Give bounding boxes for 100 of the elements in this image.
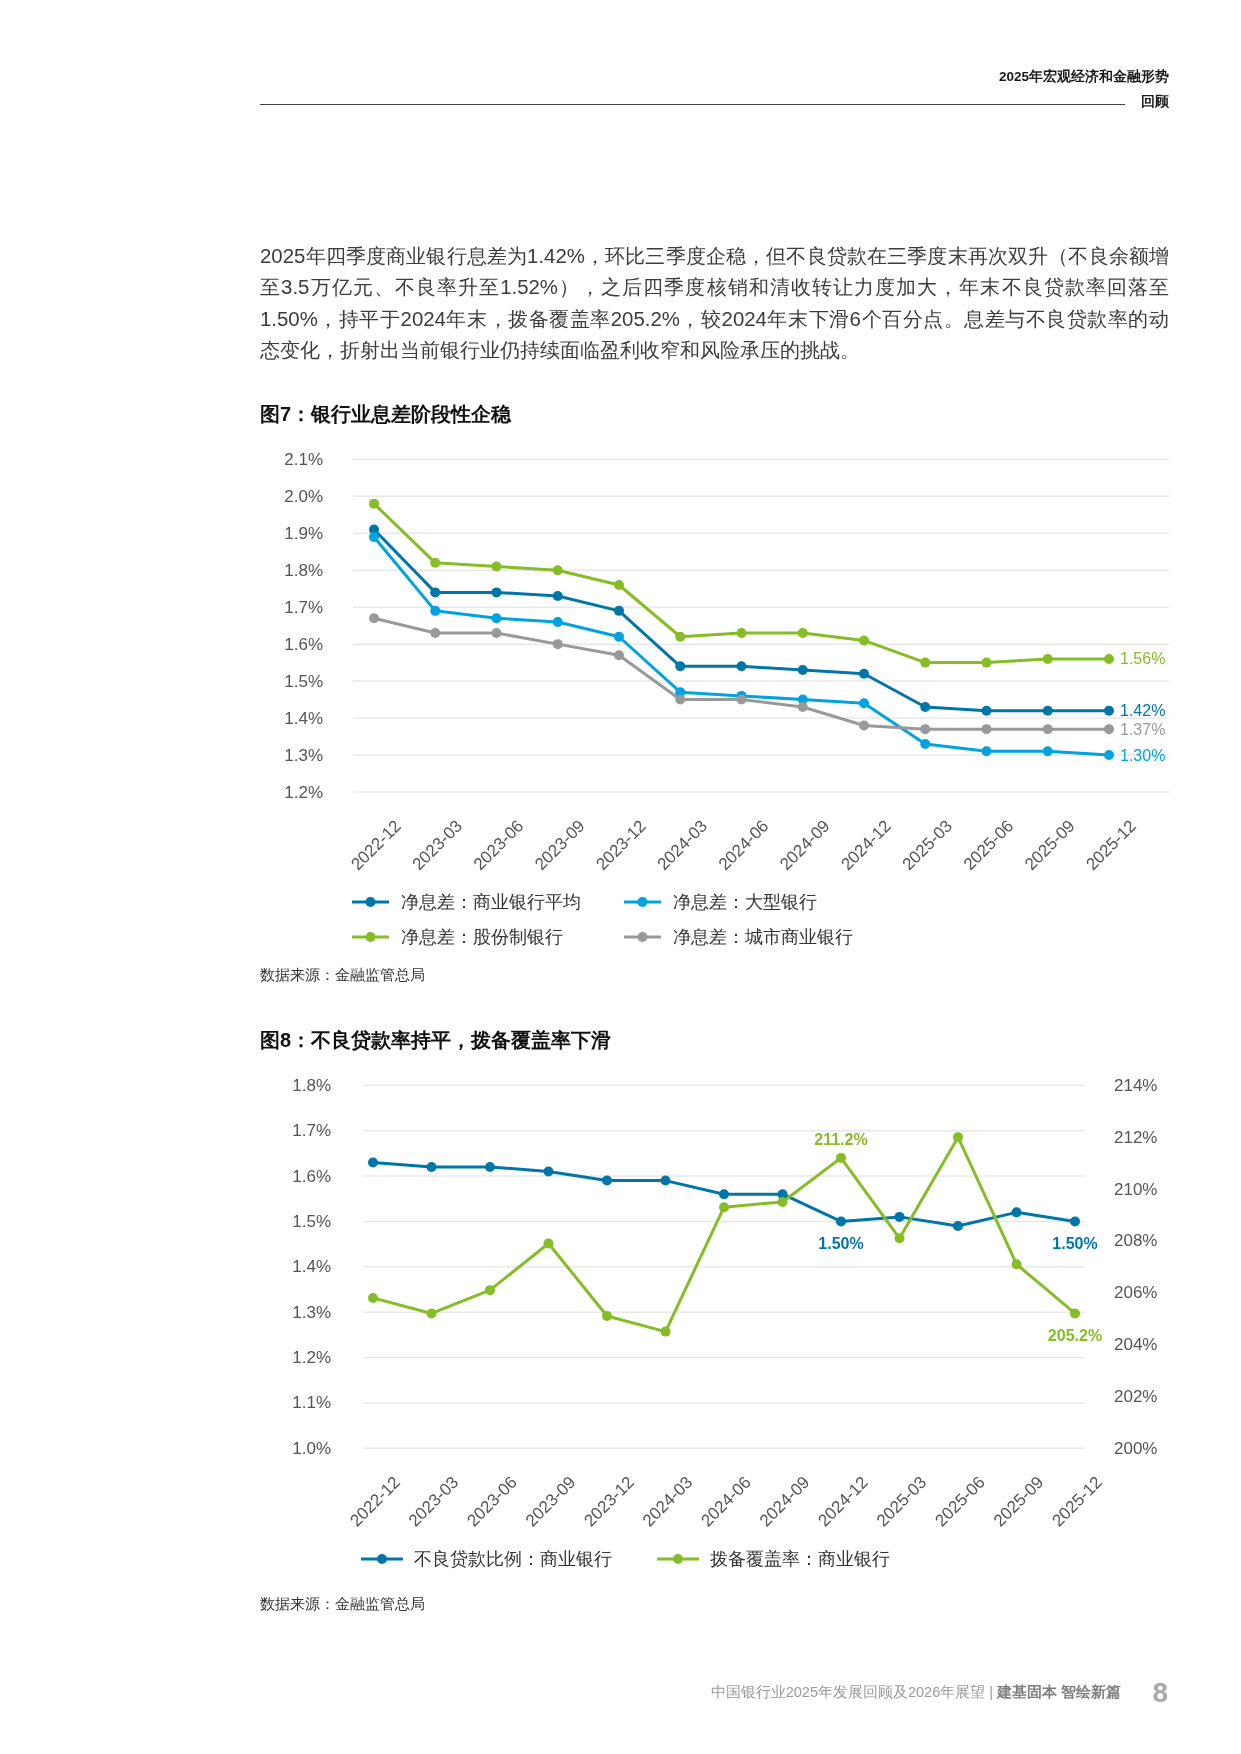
- point: [719, 1189, 729, 1200]
- point: [552, 616, 563, 627]
- point: [1042, 746, 1053, 757]
- point: [552, 591, 563, 602]
- legend-label: 拨备覆盖率：商业银行: [710, 1549, 890, 1569]
- data-label: 1.42%: [1120, 702, 1166, 720]
- data-label: 1.56%: [1120, 650, 1166, 668]
- point: [660, 1326, 671, 1337]
- point: [1104, 705, 1114, 716]
- point: [920, 701, 931, 712]
- y-tick-label: 2.0%: [284, 486, 323, 506]
- data-label: 211.2%: [814, 1131, 868, 1149]
- point: [614, 650, 624, 661]
- point: [1104, 750, 1114, 761]
- y2-tick-label: 208%: [1114, 1231, 1158, 1251]
- point: [981, 705, 992, 716]
- y-tick-label: 1.0%: [292, 1438, 331, 1458]
- text: 2025年宏观经济和金融形势回顾: [997, 67, 1169, 111]
- point: [552, 565, 563, 576]
- point: [797, 701, 808, 712]
- legend-label: 净息差：商业银行平均: [401, 892, 581, 912]
- point: [920, 738, 931, 749]
- point: [1011, 1259, 1022, 1270]
- y2-tick-label: 212%: [1114, 1127, 1158, 1147]
- point: [552, 639, 563, 650]
- point: [1104, 724, 1114, 735]
- y-tick-label: 1.8%: [292, 1075, 331, 1095]
- point: [675, 661, 686, 672]
- point: [426, 1161, 437, 1172]
- text: 2025年四季度商业银行息差为1.42%，环比三季度企稳，但不良贷款在三季度末再次双升（不良余额增至3.5万亿元、不良率升至1.52%），之后四季度核销和清收转让力度加大，年末不良贷款率回落至1.50%，持平于2024年末，拨备覆盖率205.2%，较2024年末下滑6个百分点。息差与不良贷款率的动态变化，折射出当前银行业仍持续面临盈利收窄和风险承压的挑战。: [260, 244, 1169, 363]
- point: [836, 1152, 846, 1163]
- point: [491, 587, 502, 598]
- y2-tick-label: 202%: [1114, 1386, 1158, 1406]
- source-note: 数据来源：金融监管总局: [260, 967, 425, 983]
- data-label: 1.37%: [1120, 720, 1166, 738]
- point: [368, 1157, 378, 1168]
- point: [981, 746, 992, 757]
- point: [675, 631, 686, 642]
- y-tick-label: 1.6%: [284, 634, 323, 654]
- legend-label: 净息差：股份制银行: [401, 927, 563, 947]
- y-tick-label: 1.2%: [292, 1348, 331, 1368]
- data-label: 1.30%: [1120, 746, 1166, 764]
- point: [491, 628, 502, 639]
- y2-tick-label: 206%: [1114, 1283, 1158, 1303]
- y-tick-label: 1.3%: [284, 745, 323, 765]
- point: [543, 1166, 554, 1177]
- point: [1042, 653, 1053, 664]
- point: [894, 1233, 905, 1244]
- point: [859, 668, 869, 679]
- text: 中国银行业2025年发展回顾及2026年展望 |: [710, 1684, 993, 1700]
- point: [1011, 1207, 1022, 1218]
- point: [543, 1238, 554, 1249]
- y2-tick-label: 200%: [1114, 1438, 1158, 1458]
- y-tick-label: 1.6%: [292, 1166, 331, 1186]
- point: [614, 579, 624, 590]
- y-tick-label: 1.2%: [284, 782, 323, 802]
- point: [1104, 653, 1114, 664]
- point: [953, 1132, 963, 1143]
- point: [369, 613, 379, 624]
- point: [859, 720, 869, 731]
- point: [736, 694, 747, 705]
- point: [777, 1196, 788, 1207]
- point: [953, 1220, 963, 1231]
- point: [920, 724, 931, 735]
- legend-label: 净息差：城市商业银行: [673, 927, 853, 947]
- y-tick-label: 1.5%: [292, 1211, 331, 1231]
- point: [797, 628, 808, 639]
- y-tick-label: 1.7%: [292, 1121, 331, 1141]
- point: [491, 561, 502, 572]
- point: [430, 587, 441, 598]
- point: [894, 1211, 905, 1222]
- point: [675, 694, 686, 705]
- y-tick-label: 1.9%: [284, 523, 323, 543]
- point: [614, 605, 624, 616]
- point: [430, 605, 441, 616]
- y-tick-label: 1.3%: [292, 1302, 331, 1322]
- point: [981, 724, 992, 735]
- point: [430, 628, 441, 639]
- point: [736, 628, 747, 639]
- text: 建基固本 智绘新篇: [995, 1683, 1121, 1700]
- point: [369, 531, 379, 542]
- y-tick-label: 1.4%: [292, 1257, 331, 1277]
- legend-label: 净息差：大型银行: [673, 892, 817, 912]
- data-label: 1.50%: [818, 1234, 864, 1252]
- point: [981, 657, 992, 668]
- point: [1070, 1216, 1080, 1227]
- point: [485, 1285, 495, 1296]
- data-label: 1.50%: [1052, 1234, 1098, 1252]
- text: 8: [1152, 1676, 1168, 1708]
- chart-title: 图8：不良贷款率持平，拨备覆盖率下滑: [260, 1029, 612, 1051]
- point: [426, 1308, 437, 1319]
- point: [491, 613, 502, 624]
- point: [1042, 705, 1053, 716]
- y2-tick-label: 214%: [1114, 1075, 1158, 1095]
- point: [859, 635, 869, 646]
- chart-title: 图7：银行业息差阶段性企稳: [260, 403, 513, 425]
- point: [602, 1175, 612, 1186]
- y-tick-label: 1.1%: [292, 1393, 331, 1413]
- point: [1042, 724, 1053, 735]
- y-tick-label: 1.8%: [284, 560, 323, 580]
